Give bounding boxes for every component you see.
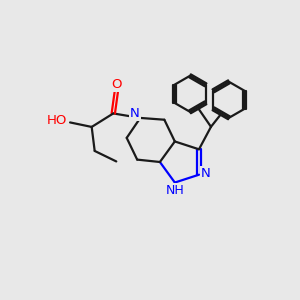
Text: HO: HO: [46, 114, 67, 128]
Text: NH: NH: [166, 184, 185, 196]
Text: N: N: [130, 107, 140, 120]
Text: O: O: [111, 78, 122, 91]
Text: N: N: [201, 167, 210, 180]
